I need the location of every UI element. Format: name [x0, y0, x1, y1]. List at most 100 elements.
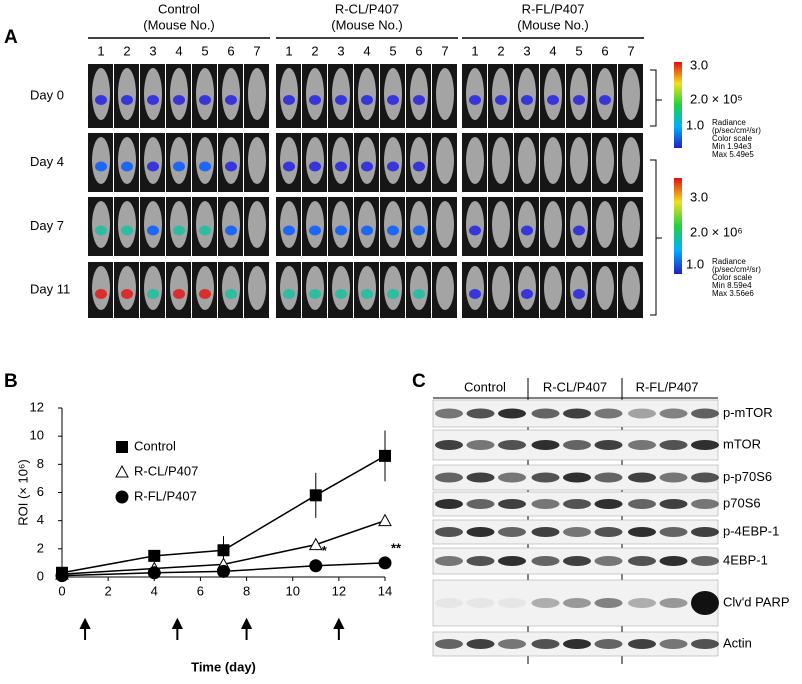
- blot-band: [594, 598, 623, 608]
- mouse-number: 5: [389, 43, 396, 58]
- blot-band: [531, 527, 560, 537]
- mouse-number: 2: [123, 43, 130, 58]
- signal: [283, 289, 295, 299]
- mouse: [144, 201, 162, 248]
- mouse: [466, 266, 484, 310]
- blot-band: [563, 556, 591, 566]
- mouse-number: 4: [549, 43, 556, 58]
- marker: [115, 490, 129, 504]
- signal: [495, 95, 507, 105]
- marker: [115, 464, 129, 478]
- blot-band: [531, 598, 560, 608]
- mouse: [622, 137, 640, 184]
- mouse: [248, 68, 266, 120]
- mouse: [436, 68, 454, 120]
- mouse: [436, 201, 454, 248]
- blot-band: [498, 556, 526, 566]
- day-label: Day 7: [30, 218, 64, 233]
- blot-band: [659, 499, 688, 509]
- blot-band: [531, 639, 560, 649]
- mouse: [518, 201, 536, 248]
- color-bar: [674, 62, 682, 148]
- mouse: [332, 201, 350, 248]
- mouse: [622, 68, 640, 120]
- color-bar: [674, 178, 682, 274]
- group-subtitle: (Mouse No.): [143, 17, 215, 32]
- blot-band: [628, 639, 656, 649]
- mouse: [92, 201, 110, 248]
- signal: [283, 225, 295, 236]
- signal: [469, 289, 481, 299]
- mouse: [196, 68, 214, 120]
- signal: [361, 161, 373, 172]
- bracket: [650, 159, 662, 316]
- blot-band: [659, 639, 688, 649]
- mouse: [306, 201, 324, 248]
- y-tick-label: 12: [30, 399, 44, 414]
- treatment-arrow: [79, 617, 91, 640]
- signal: [335, 95, 347, 105]
- mouse: [596, 266, 614, 310]
- mouse: [306, 137, 324, 184]
- mouse: [622, 266, 640, 310]
- mouse: [384, 266, 402, 310]
- blot-band: [594, 556, 623, 566]
- signal: [121, 289, 133, 299]
- group-subtitle: (Mouse No.): [331, 17, 403, 32]
- blot-band: [659, 408, 688, 419]
- mouse: [492, 201, 510, 248]
- signal: [335, 289, 347, 299]
- legend-label: R-FL/P407: [134, 488, 197, 503]
- signal: [147, 95, 159, 105]
- protein-label: 4EBP-1: [723, 552, 768, 567]
- mouse: [492, 266, 510, 310]
- mouse: [384, 201, 402, 248]
- blot-band: [628, 556, 656, 566]
- mouse: [596, 137, 614, 184]
- mouse-number: 4: [363, 43, 370, 58]
- marker: [378, 513, 392, 527]
- blot-band: [531, 556, 560, 566]
- mouse: [144, 266, 162, 310]
- signal: [147, 289, 159, 299]
- day-label: Day 4: [30, 154, 64, 169]
- signal: [173, 289, 185, 299]
- signal: [413, 95, 425, 105]
- scale-label: 3.0: [690, 189, 708, 204]
- mouse: [596, 201, 614, 248]
- signal: [521, 225, 533, 236]
- mouse: [92, 68, 110, 120]
- blot-band: [563, 440, 591, 450]
- day-label: Day 0: [30, 87, 64, 102]
- blot-band: [594, 527, 623, 537]
- signal: [573, 225, 585, 236]
- blot-band: [628, 598, 656, 608]
- mouse-number: 3: [523, 43, 530, 58]
- mouse: [596, 68, 614, 120]
- x-tick-label: 8: [243, 583, 250, 598]
- blot-band: [628, 408, 656, 419]
- blot-group: R-FL/P407: [636, 379, 699, 394]
- mouse: [144, 68, 162, 120]
- blot-band: [628, 472, 656, 483]
- blot-band: [435, 472, 463, 483]
- marker: [309, 559, 323, 573]
- blot-band: [594, 472, 623, 483]
- blot-band: [498, 408, 526, 419]
- marker: [309, 489, 322, 502]
- x-tick-label: 6: [197, 583, 204, 598]
- mouse: [410, 266, 428, 310]
- mouse-number: 7: [627, 43, 634, 58]
- group-title: R-FL/P407: [522, 1, 585, 16]
- mouse-number: 1: [285, 43, 292, 58]
- mouse: [248, 137, 266, 184]
- blot-band: [691, 408, 719, 419]
- protein-label: p70S6: [723, 495, 761, 510]
- scale-label: 3.0: [690, 57, 708, 72]
- signal: [387, 95, 399, 105]
- blot-group: R-CL/P407: [543, 379, 607, 394]
- blot-band: [435, 408, 463, 419]
- blot-band: [466, 499, 495, 509]
- mouse: [280, 201, 298, 248]
- blot-band: [563, 639, 591, 649]
